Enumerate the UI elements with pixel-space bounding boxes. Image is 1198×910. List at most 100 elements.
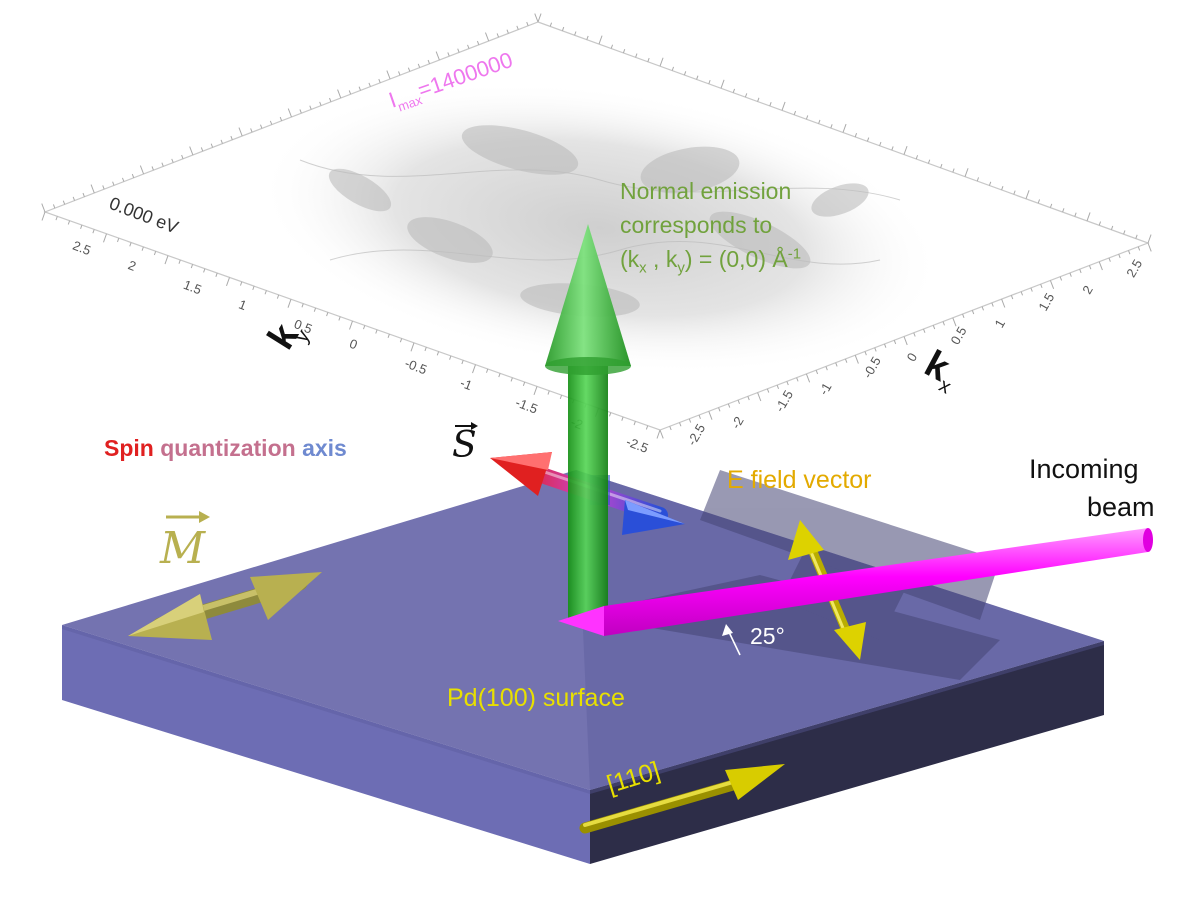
tick-mark <box>866 137 870 142</box>
tick-mark <box>744 93 748 98</box>
tick-mark <box>313 307 317 312</box>
incoming-beam-label: Incoming beam <box>1029 450 1155 527</box>
tick-label: 1 <box>991 317 1008 331</box>
tick-mark <box>708 79 711 85</box>
tick-mark <box>610 44 614 49</box>
tick-mark <box>516 25 519 30</box>
tick-mark <box>215 272 218 277</box>
tick-mark <box>766 388 770 393</box>
tick-mark <box>178 259 181 264</box>
tick-mark <box>669 426 672 431</box>
tick-mark <box>386 70 391 80</box>
tick-mark <box>976 177 980 182</box>
tick-mark <box>153 251 157 256</box>
normal-emission-line2: corresponds to <box>620 212 773 239</box>
magnetization-symbol: M <box>159 523 206 574</box>
tick-mark <box>226 277 230 287</box>
tick-mark <box>230 135 233 140</box>
tick-mark <box>436 351 440 356</box>
kspace-plot <box>41 13 1152 439</box>
tick-mark <box>1147 242 1152 252</box>
tick-mark <box>1086 212 1091 222</box>
tick-mark <box>927 159 931 164</box>
spin-word: Spin <box>104 435 154 461</box>
tick-label: -2 <box>728 414 747 432</box>
tick-mark <box>279 116 283 121</box>
tick-mark <box>1098 221 1102 226</box>
tick-mark <box>139 165 145 175</box>
tick-mark <box>398 71 401 76</box>
tick-mark <box>498 373 501 378</box>
normal-emission-line1: Normal emission <box>620 178 792 204</box>
tick-label: 2.5 <box>71 238 93 258</box>
tick-mark <box>633 421 636 426</box>
tick-mark <box>457 48 460 53</box>
tick-mark <box>338 316 341 321</box>
tick-mark <box>645 425 649 430</box>
tick-mark <box>732 88 736 93</box>
tick-mark <box>52 204 56 209</box>
spin-vector-symbol: S <box>452 425 477 466</box>
tick-mark <box>1049 280 1055 289</box>
tick-mark <box>171 158 174 163</box>
tick-mark <box>337 89 342 99</box>
axis-word: axis <box>302 435 347 461</box>
tick-mark <box>884 343 887 348</box>
normal-emission-label: Normal emission corresponds to (kx , ky)… <box>620 174 801 280</box>
tick-mark <box>410 342 415 352</box>
tick-mark <box>200 147 204 152</box>
magnetization-vector-bar <box>166 511 210 523</box>
angle-label: 25° <box>750 623 785 649</box>
tick-mark <box>1088 265 1092 270</box>
tick-mark <box>1110 225 1114 230</box>
tick-label: 1.5 <box>181 277 203 297</box>
tick-mark <box>102 185 105 190</box>
tick-mark <box>1040 283 1043 289</box>
tick-mark <box>781 101 786 111</box>
tick-mark <box>399 338 403 343</box>
tick-mark <box>141 246 144 251</box>
tick-mark <box>467 44 470 49</box>
tick-mark <box>90 184 95 194</box>
tick-mark <box>698 414 701 419</box>
normal-emission-arrow <box>545 224 631 621</box>
tick-label: 0 <box>904 350 921 364</box>
tick-mark <box>103 233 107 243</box>
tick-mark <box>447 52 450 57</box>
tick-mark <box>1108 257 1111 262</box>
tick-mark <box>1010 295 1014 300</box>
tick-mark <box>805 115 809 120</box>
tick-marks <box>41 13 1152 439</box>
tick-mark <box>190 264 194 269</box>
tick-mark <box>891 146 894 151</box>
tick-mark <box>1135 234 1138 239</box>
intensity-cloud <box>257 81 943 375</box>
tick-mark <box>874 347 877 352</box>
tick-mark <box>181 154 184 159</box>
spin-vector-bar <box>455 422 478 430</box>
tick-mark <box>915 155 919 160</box>
tick-mark <box>647 57 650 62</box>
beam-label-line2: beam <box>1087 492 1155 523</box>
tick-mark <box>720 79 725 89</box>
tick-mark <box>964 168 969 177</box>
tick-mark <box>1020 291 1024 296</box>
tick-mark <box>55 216 58 221</box>
tick-mark <box>534 13 539 23</box>
tick-mark <box>161 162 164 167</box>
tick-mark <box>913 332 916 337</box>
tick-mark <box>622 49 626 54</box>
tick-mark <box>510 377 513 382</box>
tick-mark <box>1013 190 1016 195</box>
tick-mark <box>203 268 206 273</box>
tick-mark <box>496 33 500 38</box>
tick-mark <box>116 237 120 243</box>
tick-mark <box>842 123 847 133</box>
tick-mark <box>586 35 589 40</box>
tick-mark <box>485 368 489 373</box>
tick-label: 0.5 <box>948 324 970 347</box>
tick-mark <box>656 429 661 439</box>
tick-mark <box>1128 250 1131 255</box>
tick-mark <box>952 168 955 173</box>
